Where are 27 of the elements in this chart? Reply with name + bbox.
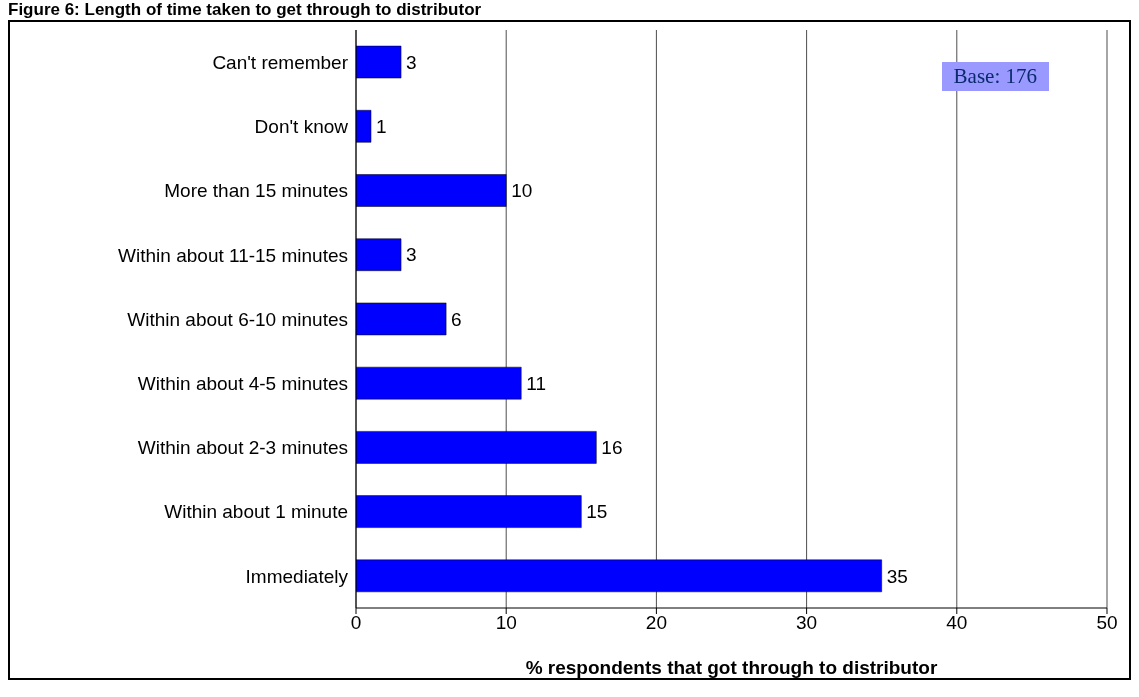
data-label: 10 (511, 180, 533, 202)
data-label: 35 (886, 565, 908, 587)
y-tick-label: Within about 2-3 minutes (137, 437, 348, 459)
y-tick-label: Within about 1 minute (164, 501, 348, 523)
data-label: 6 (451, 308, 462, 330)
annotation: Base: 176 (941, 62, 1049, 91)
y-tick-label: Can't remember (212, 51, 349, 73)
chart-title: Figure 6: Length of time taken to get through to distributor (8, 0, 483, 20)
y-tick-label: Within about 4-5 minutes (137, 372, 348, 394)
data-label: 3 (406, 51, 417, 73)
x-tick-label: 10 (495, 612, 517, 634)
data-label: 3 (406, 244, 417, 266)
data-label: 15 (586, 501, 608, 523)
y-tick-label: Immediately (245, 565, 349, 587)
data-label: 11 (526, 372, 546, 394)
x-tick-label: 50 (1096, 612, 1118, 634)
x-axis-title: % respondents that got through to distributor (525, 657, 938, 678)
x-tick-label: 0 (350, 612, 362, 634)
data-label: 16 (601, 437, 623, 459)
x-tick-label: 30 (796, 612, 818, 634)
y-tick-label: More than 15 minutes (164, 180, 348, 202)
y-tick-label: Within about 11-15 minutes (118, 244, 348, 266)
y-tick-label: Don't know (254, 116, 349, 138)
x-tick-label: 20 (645, 612, 667, 634)
y-tick-label: Within about 6-10 minutes (127, 308, 348, 330)
data-label: 1 (376, 116, 387, 138)
x-tick-label: 40 (946, 612, 968, 634)
